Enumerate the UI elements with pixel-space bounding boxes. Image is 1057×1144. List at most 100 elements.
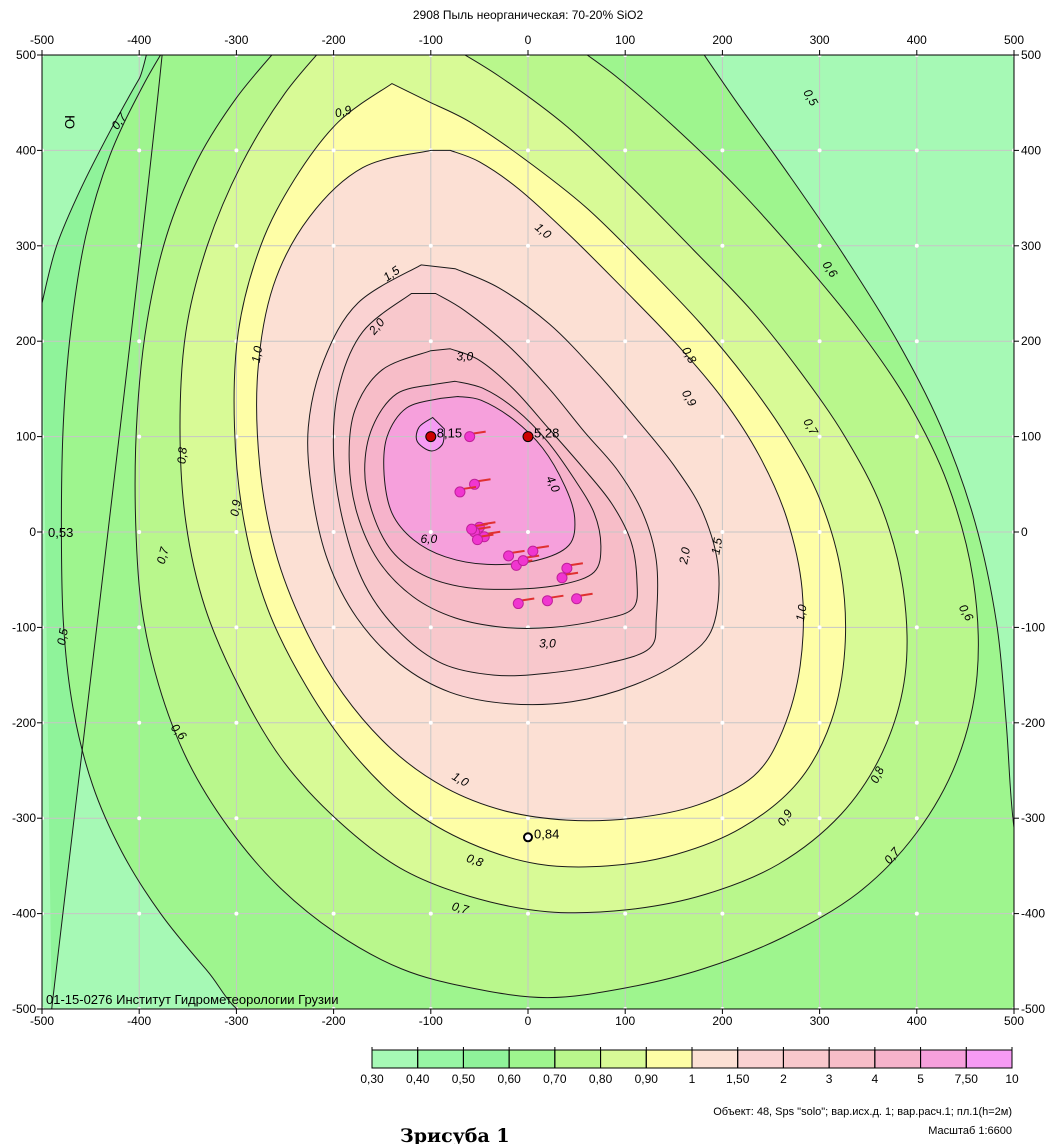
grid-node: [137, 434, 142, 439]
source-marker: [571, 593, 583, 605]
grid-node: [428, 625, 433, 630]
x-tick-label-bottom: 400: [907, 1014, 927, 1028]
y-tick-label-left: 400: [16, 143, 36, 157]
y-tick-label-right: 300: [1021, 239, 1041, 253]
grid-node: [526, 530, 530, 534]
grid-node: [623, 243, 628, 248]
contour-line-2: [332, 293, 659, 677]
contour-label: 0,9: [227, 498, 244, 517]
grid-node: [137, 911, 142, 916]
grid-node: [331, 720, 336, 725]
grid-node: [526, 243, 530, 248]
legend-label: 0,40: [406, 1072, 430, 1086]
contour-label: 6,0: [421, 532, 438, 546]
grid-node: [817, 625, 822, 630]
legend-swatch: [691, 1049, 739, 1069]
grid-node: [720, 816, 725, 821]
contour-line-0.8: [179, 55, 908, 914]
contour-label: 2,0: [676, 546, 693, 566]
contour-label: 1,5: [708, 536, 725, 555]
grid-node: [234, 243, 239, 248]
legend-swatch: [965, 1049, 1013, 1069]
source-direction: [564, 571, 579, 576]
legend-label: 0,30: [360, 1072, 384, 1086]
legend-swatch: [600, 1049, 647, 1069]
grid-node: [914, 911, 919, 916]
x-tick-label-top: 100: [615, 33, 635, 47]
x-tick-label-bottom: 500: [1004, 1014, 1024, 1028]
object-info: Объект: 48, Sps "solo"; вар.исх.д. 1; ва…: [713, 1106, 1012, 1118]
grid-node: [331, 911, 336, 916]
point-label: 8,15: [437, 426, 462, 441]
grid-node: [914, 243, 919, 248]
y-tick-label-left: -200: [12, 716, 36, 730]
grid-node: [914, 434, 919, 439]
source-marker: [541, 595, 553, 607]
grid-node: [428, 530, 433, 534]
x-tick-label-bottom: 0: [525, 1014, 532, 1028]
contour-label: 0,9: [333, 102, 353, 120]
x-tick-label-top: 300: [810, 33, 830, 47]
source-direction: [480, 533, 494, 538]
grid-node: [526, 816, 530, 821]
contour-label: 0,7: [450, 899, 471, 917]
grid-node: [817, 911, 822, 916]
grid-node: [817, 434, 822, 439]
y-tick-label-right: 400: [1021, 143, 1041, 157]
x-tick-label-top: -500: [30, 33, 54, 47]
source-direction: [472, 430, 486, 435]
source-marker: [466, 523, 478, 535]
source-direction: [550, 594, 564, 599]
contour-label: 4,0: [543, 473, 563, 494]
grid-node: [623, 339, 628, 344]
organization-label: 01-15-0276 Институт Гидрометеорологии Гр…: [46, 992, 339, 1007]
contour-line-7.5: [415, 416, 445, 452]
source-direction: [511, 549, 525, 554]
grid-node: [428, 911, 433, 916]
contour-line-1.5: [307, 264, 720, 706]
grid-node: [720, 911, 725, 916]
x-tick-label-bottom: -400: [127, 1014, 151, 1028]
grid-node: [137, 148, 142, 153]
legend-label: 1,50: [726, 1072, 750, 1086]
grid-node: [526, 720, 530, 725]
grid-node: [817, 530, 822, 534]
source-marker: [556, 572, 568, 584]
grid-node: [137, 339, 142, 344]
source-direction: [521, 597, 535, 602]
grid-node: [234, 339, 239, 344]
y-tick-label-left: 0: [29, 525, 36, 539]
grid-node: [234, 816, 239, 821]
grid-node: [720, 434, 725, 439]
grid-node: [526, 911, 530, 916]
grid-node: [720, 530, 725, 534]
legend-swatch: [508, 1049, 556, 1069]
y-tick-label-right: 200: [1021, 334, 1041, 348]
x-tick-label-top: 200: [712, 33, 732, 47]
grid-node: [914, 148, 919, 153]
figure-caption: Зрисуба 1: [400, 1125, 510, 1144]
grid-node: [137, 720, 142, 725]
grid-node: [137, 816, 142, 821]
contour-fills: [42, 55, 1014, 1009]
x-tick-label-top: 0: [525, 33, 532, 47]
source-direction: [477, 478, 491, 483]
grid-node: [234, 625, 239, 630]
emission-sources: [454, 430, 593, 610]
grid-node: [817, 243, 822, 248]
x-tick-label-bottom: -200: [322, 1014, 346, 1028]
point-label: 5,28: [534, 426, 559, 441]
y-tick-label-right: 0: [1021, 525, 1028, 539]
grid-node: [331, 243, 336, 248]
contour-labels: 0,70,80,90,50,61,01,52,03,01,0 0,80,90,70…: [54, 87, 976, 918]
grid-node: [817, 720, 822, 725]
source-marker: [454, 486, 466, 498]
x-tick-label-top: -400: [127, 33, 151, 47]
grid-node: [817, 339, 822, 344]
source-marker: [512, 598, 524, 610]
legend-label: 5: [917, 1072, 924, 1086]
y-tick-label-left: 200: [16, 334, 36, 348]
grid-node: [623, 148, 628, 153]
grid-node: [331, 625, 336, 630]
